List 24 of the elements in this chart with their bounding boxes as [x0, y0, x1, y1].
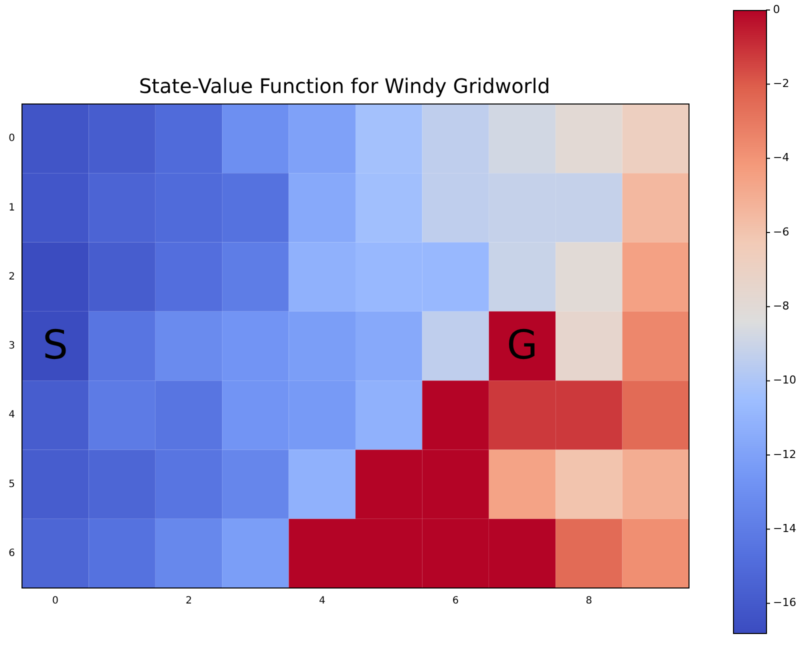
color-bar-label: −12 [773, 448, 796, 461]
chart-title: State-Value Function for Windy Gridworld [138, 74, 550, 98]
y-tick-label: 1 [8, 202, 15, 214]
color-bar-label: 0 [773, 2, 780, 16]
color-bar-label: −4 [773, 151, 790, 164]
y-tick-label: 0 [8, 133, 15, 144]
color-bar-label: −8 [773, 300, 790, 313]
color-bar-label: −2 [773, 77, 790, 90]
x-tick-label: 4 [318, 596, 326, 607]
data-label: S [42, 322, 68, 368]
x-tick-label: 2 [186, 596, 192, 607]
x-tick-label: 6 [452, 596, 459, 607]
color-bar-label: −14 [773, 522, 796, 536]
y-tick-label: 3 [8, 340, 15, 352]
y-tick-label: 5 [8, 478, 15, 490]
y-tick-label: 4 [8, 410, 15, 421]
color-bar-label: −16 [773, 596, 796, 610]
color-bar-label: −6 [773, 225, 790, 238]
x-tick-label: 0 [52, 596, 59, 607]
color-bar-label: −10 [773, 374, 796, 387]
y-tick-label: 6 [8, 548, 15, 560]
data-label: G [506, 322, 538, 368]
y-tick-label: 2 [8, 271, 15, 282]
x-tick-label: 8 [586, 596, 592, 607]
